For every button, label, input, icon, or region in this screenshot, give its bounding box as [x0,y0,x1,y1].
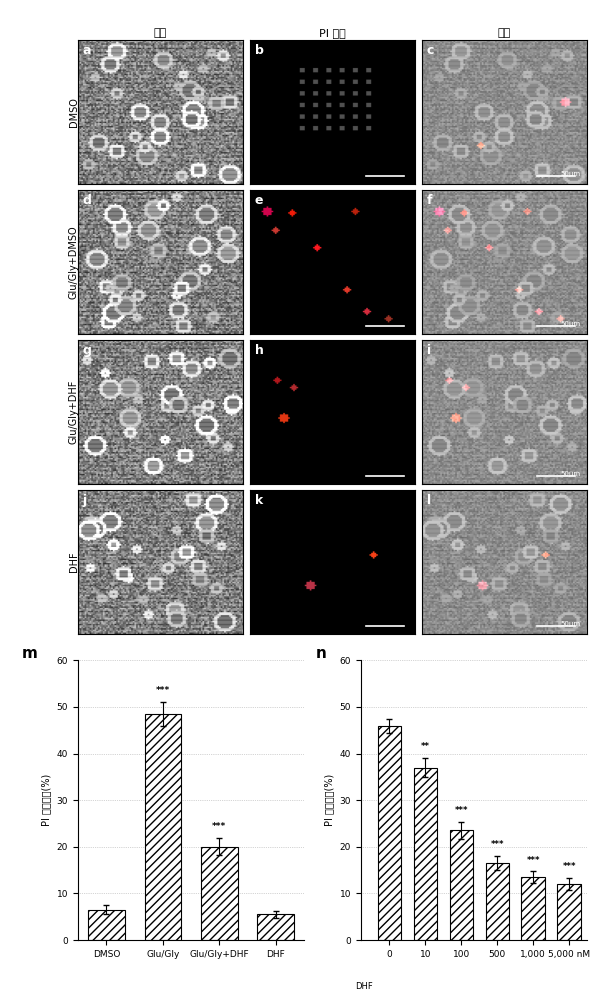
Y-axis label: DMSO: DMSO [69,97,78,127]
Y-axis label: Glu/Gly+DMSO: Glu/Gly+DMSO [69,225,78,299]
Bar [522,877,545,940]
Y-axis label: DHF: DHF [69,552,78,572]
Text: k: k [255,494,263,507]
Text: b: b [255,44,264,57]
Text: DHF: DHF [355,982,373,991]
Bar [378,726,401,940]
Text: m: m [22,646,37,661]
Text: ***: *** [156,686,170,695]
Text: h: h [255,344,264,357]
Text: i: i [426,344,431,357]
Text: ***: *** [455,806,468,815]
Bar [414,768,437,940]
Text: f: f [426,194,432,207]
Text: g: g [83,344,92,357]
Text: l: l [426,494,431,507]
Text: n: n [316,646,326,661]
Text: ***: *** [212,822,226,831]
Text: 50μm: 50μm [560,621,580,627]
Title: 合并: 合并 [498,28,511,38]
Text: ***: *** [562,862,576,871]
Text: 50μm: 50μm [560,171,580,177]
Bar [558,884,581,940]
Text: e: e [255,194,263,207]
Y-axis label: PI 阳性细胞(%): PI 阳性细胞(%) [41,774,51,826]
Text: **: ** [421,742,430,751]
Y-axis label: Glu/Gly+DHF: Glu/Gly+DHF [69,380,78,444]
Text: 50μm: 50μm [560,471,580,477]
Text: d: d [83,194,92,207]
Text: j: j [83,494,87,507]
Bar [144,714,181,940]
Bar [201,847,238,940]
Text: a: a [83,44,91,57]
Text: ***: *** [491,840,504,849]
Title: 明场: 明场 [154,28,167,38]
Text: 50μm: 50μm [560,321,580,327]
Bar [88,910,125,940]
Bar [450,830,473,940]
Text: c: c [426,44,434,57]
Y-axis label: PI 阳性细胞(%): PI 阳性细胞(%) [324,774,334,826]
Bar [257,914,294,940]
Bar [486,863,509,940]
Title: PI 染色: PI 染色 [319,28,346,38]
Text: ***: *** [527,856,540,865]
